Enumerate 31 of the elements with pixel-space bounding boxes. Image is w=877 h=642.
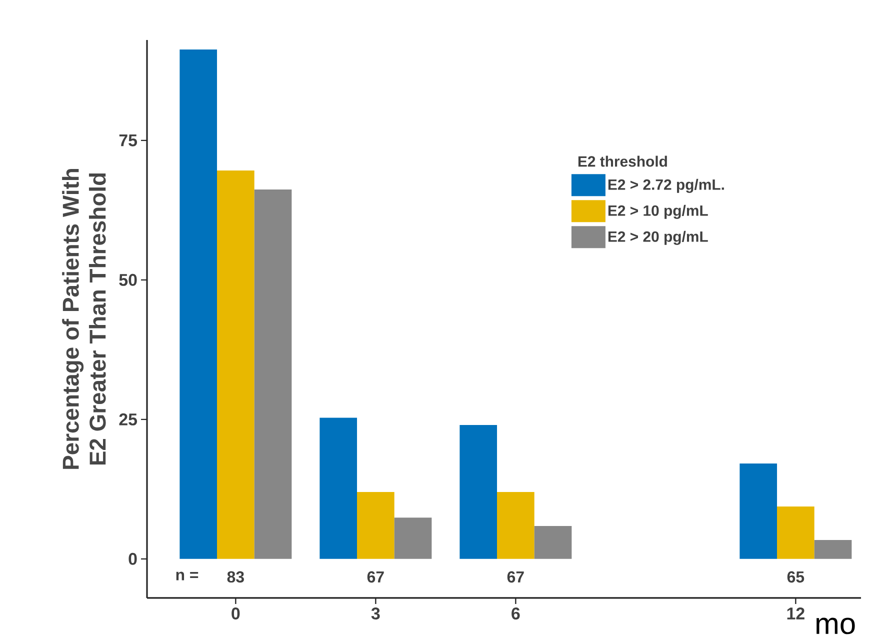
bar: [357, 492, 394, 559]
y-tick-label: 25: [119, 413, 138, 426]
bar: [460, 425, 498, 559]
bar: [394, 518, 432, 559]
bar: [254, 190, 292, 559]
annotation: 83: [227, 571, 244, 583]
y-axis-title: Percentage of Patients With E2 Greater Than Threshold: [62, 168, 106, 469]
x-tick-label: 0: [232, 608, 240, 620]
annotation: n =: [176, 572, 198, 580]
legend-label: E2 > 10 pg/mL: [608, 204, 708, 219]
bar: [217, 170, 254, 559]
legend-title: E2 threshold: [578, 156, 667, 167]
bar: [777, 506, 814, 559]
x-tick-label: 6: [512, 608, 520, 620]
bar: [814, 540, 852, 559]
y-tick-label: 0: [128, 552, 137, 565]
y-tick-label: 75: [119, 134, 138, 146]
annotation: 65: [787, 571, 804, 583]
x-tick-label: 3: [371, 608, 380, 620]
legend-label: E2 > 20 pg/mL: [608, 230, 708, 245]
bar: [180, 49, 218, 559]
bar: [497, 492, 534, 559]
x-tick-label: 12: [787, 608, 804, 620]
y-tick-label: 50: [119, 274, 137, 286]
x-axis-title: mo: [816, 618, 855, 634]
bar: [740, 464, 778, 559]
annotation: 67: [507, 571, 524, 583]
bar: [320, 418, 358, 559]
annotation: 67: [367, 571, 384, 583]
bar: [534, 526, 572, 559]
legend-label: E2 > 2.72 pg/mL.: [608, 178, 724, 193]
